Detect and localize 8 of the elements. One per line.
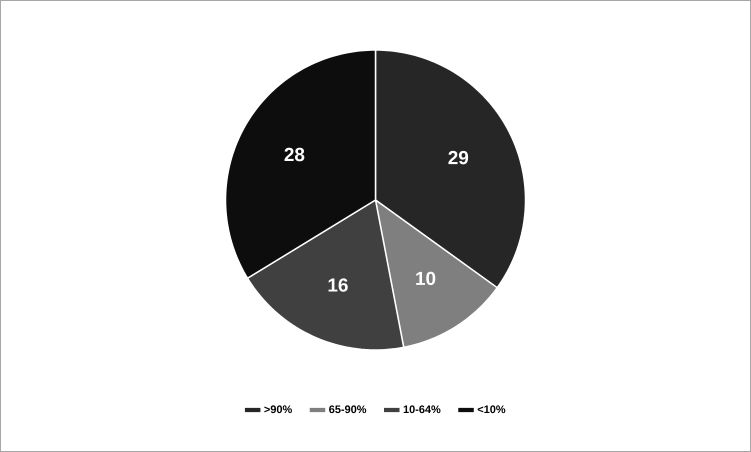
data-label: 29 bbox=[448, 150, 468, 164]
legend-label: 10-64% bbox=[404, 405, 440, 414]
data-label: 10 bbox=[416, 272, 436, 286]
legend-label: 65-90% bbox=[329, 405, 366, 414]
legend-label: <10% bbox=[478, 405, 506, 414]
legend-label: >90% bbox=[264, 405, 292, 414]
data-label: 28 bbox=[284, 148, 304, 162]
data-label: 16 bbox=[328, 278, 348, 292]
